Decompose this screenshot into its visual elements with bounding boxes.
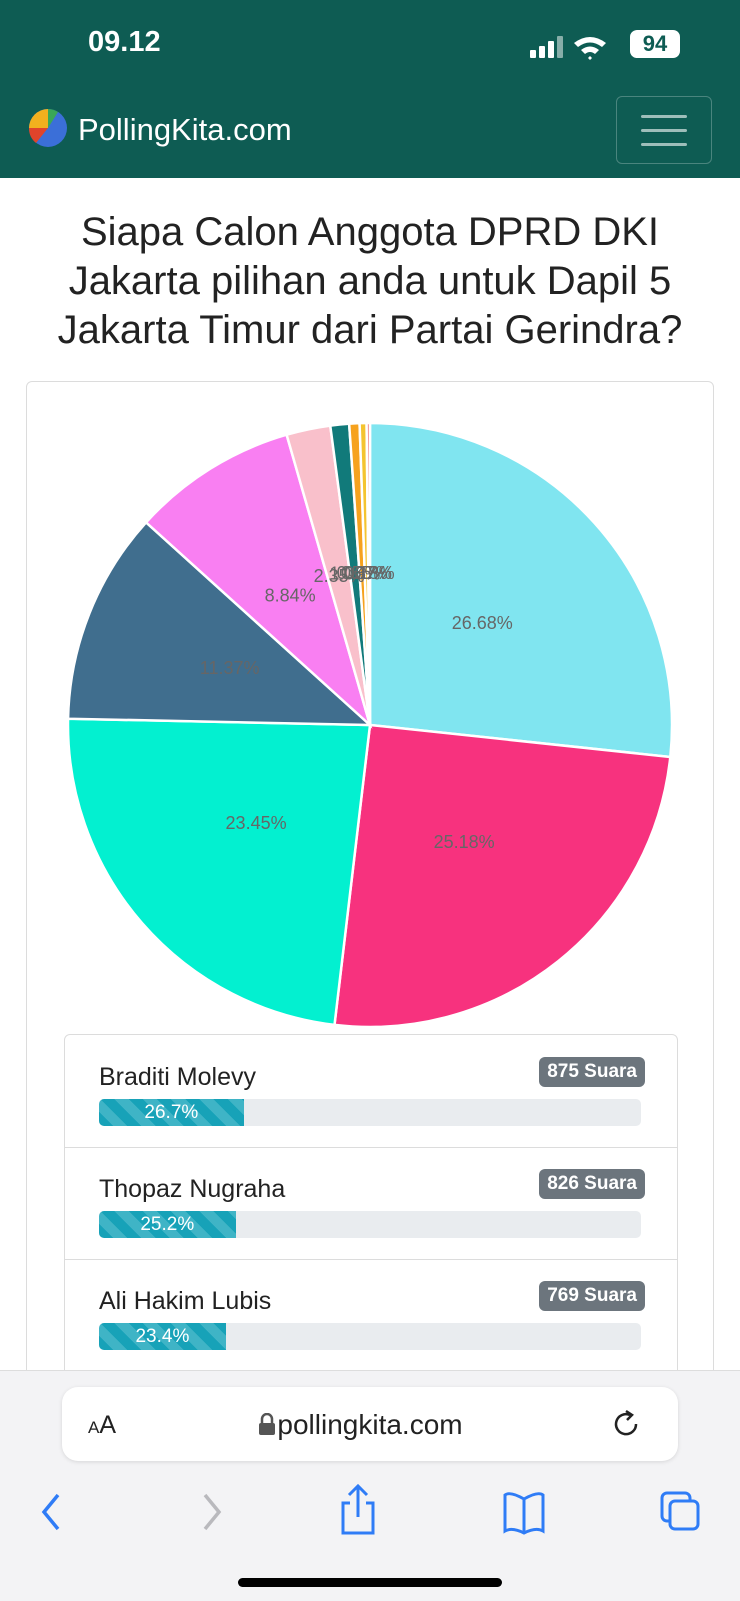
status-icons [530, 36, 606, 60]
menu-button[interactable] [616, 96, 712, 164]
tabs-button[interactable] [660, 1491, 700, 1531]
result-row[interactable]: Braditi Molevy 875 Suara 26.7% [65, 1035, 677, 1148]
battery-level: 94 [630, 30, 680, 58]
slice-label: 0.55% [337, 563, 388, 583]
chart-card: 26.68% 25.18% 23.45% 11.37% 8.84% 2.35% 1.00% 0… [26, 381, 714, 1483]
site-name[interactable]: PollingKita.com [78, 112, 292, 147]
progress-bar: 26.7% [99, 1099, 244, 1126]
pie-slice [368, 421, 674, 759]
back-button[interactable] [41, 1493, 60, 1531]
slice-label: 25.18% [434, 832, 495, 852]
progress-track: 25.2% [99, 1211, 641, 1238]
slice-label: 0.37% [341, 563, 392, 583]
nav-icons [41, 1483, 700, 1535]
slice-label: 1.00% [329, 564, 380, 584]
top-bar: 09.12 94 PollingKita.com [0, 0, 740, 178]
status-time: 09.12 [88, 26, 161, 58]
progress-track: 23.4% [99, 1323, 641, 1350]
candidate-name: Thopaz Nugraha [99, 1175, 286, 1203]
reload-button[interactable] [612, 1409, 642, 1439]
progress-bar: 25.2% [99, 1211, 236, 1238]
progress-track: 26.7% [99, 1099, 641, 1126]
slice-label: 26.68% [452, 613, 513, 633]
bookmarks-button[interactable] [503, 1492, 545, 1535]
result-row[interactable]: Thopaz Nugraha 826 Suara 25.2% [65, 1147, 677, 1260]
lock-icon [259, 1413, 275, 1435]
home-indicator [238, 1578, 502, 1587]
slice-label: 8.84% [265, 586, 316, 606]
vote-count: 875 Suara [539, 1057, 645, 1087]
slice-label: 0.18% [344, 563, 395, 583]
url[interactable]: pollingkita.com [277, 1409, 463, 1440]
slice-label: 11.37% [200, 658, 260, 678]
share-button[interactable] [341, 1483, 375, 1535]
address-bar[interactable]: AA pollingkita.com [62, 1387, 678, 1461]
slice-label: 2.35% [314, 566, 365, 586]
pie-slice [66, 717, 372, 1027]
pie-chart: 26.68% 25.18% 23.45% 11.37% 8.84%2.35%1.00%0… [66, 421, 674, 1029]
forward-button[interactable] [203, 1493, 222, 1531]
candidate-name: Ali Hakim Lubis [99, 1287, 272, 1315]
pie-slice [333, 723, 672, 1029]
result-row[interactable]: Ali Hakim Lubis 769 Suara 23.4% [65, 1259, 677, 1372]
browser-bar: AA pollingkita.com [0, 1370, 740, 1601]
progress-bar: 23.4% [99, 1323, 226, 1350]
vote-count: 769 Suara [539, 1281, 645, 1311]
results-list: Braditi Molevy 875 Suara 26.7% Thopaz Nugra… [64, 1034, 678, 1436]
candidate-name: Braditi Molevy [99, 1063, 256, 1091]
pie-slice [365, 421, 372, 726]
vote-count: 826 Suara [539, 1169, 645, 1199]
site-logo[interactable] [28, 108, 68, 148]
pie-slice [66, 520, 374, 727]
pie-slice [144, 433, 373, 729]
text-size-button[interactable]: AA [88, 1411, 117, 1439]
slice-label: 23.45% [226, 813, 287, 833]
poll-question: Siapa Calon Anggota DPRD DKI Jakarta pil… [57, 210, 683, 352]
